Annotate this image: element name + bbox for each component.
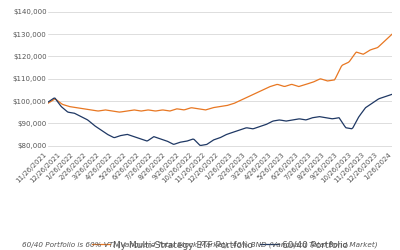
My Multi-Strategy ETF Portfolio bbox=[358, 52, 363, 55]
60/40 Portfolio bbox=[252, 127, 256, 130]
My Multi-Strategy ETF Portfolio bbox=[47, 101, 52, 104]
Line: 60/40 Portfolio: 60/40 Portfolio bbox=[48, 94, 392, 146]
60/40 Portfolio bbox=[358, 112, 363, 116]
Line: My Multi-Strategy ETF Portfolio: My Multi-Strategy ETF Portfolio bbox=[48, 34, 392, 112]
My Multi-Strategy ETF Portfolio bbox=[390, 33, 394, 36]
Text: 60/40 Portfolio is 60% VTI (Vanguard Total Stock Market), 40% BND (Vanguard Tota: 60/40 Portfolio is 60% VTI (Vanguard Tot… bbox=[22, 241, 378, 248]
My Multi-Strategy ETF Portfolio bbox=[252, 92, 256, 96]
60/40 Portfolio bbox=[199, 144, 204, 147]
My Multi-Strategy ETF Portfolio bbox=[117, 110, 122, 114]
My Multi-Strategy ETF Portfolio bbox=[46, 102, 50, 105]
60/40 Portfolio bbox=[47, 100, 52, 103]
My Multi-Strategy ETF Portfolio bbox=[337, 70, 342, 72]
60/40 Portfolio bbox=[250, 127, 255, 130]
60/40 Portfolio bbox=[337, 116, 342, 119]
My Multi-Strategy ETF Portfolio bbox=[250, 93, 255, 96]
60/40 Portfolio bbox=[257, 125, 262, 128]
60/40 Portfolio bbox=[390, 93, 394, 96]
Legend: My Multi-Strategy ETF Portfolio, 60/40 Portfolio: My Multi-Strategy ETF Portfolio, 60/40 P… bbox=[88, 237, 352, 250]
My Multi-Strategy ETF Portfolio bbox=[257, 90, 262, 93]
60/40 Portfolio bbox=[46, 101, 50, 104]
